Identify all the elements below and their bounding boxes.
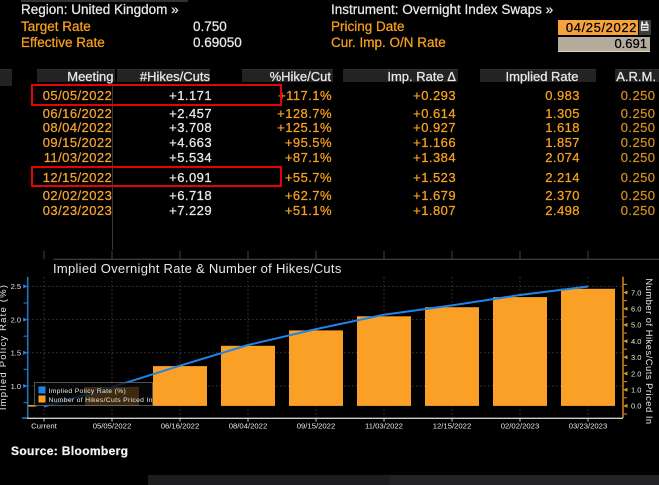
- svg-text:7.0: 7.0: [631, 288, 641, 297]
- svg-text:1.0: 1.0: [11, 382, 21, 391]
- svg-text:2.0: 2.0: [631, 369, 641, 378]
- svg-text:Implied Policy Rate (%): Implied Policy Rate (%): [0, 284, 9, 410]
- svg-text:3.0: 3.0: [631, 353, 641, 362]
- svg-text:Implied Policy Rate (%): Implied Policy Rate (%): [49, 388, 127, 395]
- svg-text:08/04/2022: 08/04/2022: [229, 422, 267, 431]
- svg-text:Number of Hikes/Cuts Priced In: Number of Hikes/Cuts Priced In: [49, 397, 153, 404]
- svg-text:12/15/2022: 12/15/2022: [433, 422, 471, 431]
- svg-text:1.0: 1.0: [631, 386, 641, 395]
- svg-text:6.0: 6.0: [631, 305, 641, 314]
- svg-text:03/23/2023: 03/23/2023: [569, 422, 607, 431]
- svg-text:11/03/2022: 11/03/2022: [365, 422, 403, 431]
- svg-text:Current: Current: [31, 422, 57, 431]
- svg-text:05/05/2022: 05/05/2022: [93, 422, 131, 431]
- svg-text:02/02/2023: 02/02/2023: [501, 422, 539, 431]
- svg-text:4.0: 4.0: [631, 337, 641, 346]
- svg-text:2.5: 2.5: [11, 282, 21, 291]
- svg-text:1.5: 1.5: [11, 349, 21, 358]
- svg-text:2.0: 2.0: [11, 315, 21, 324]
- svg-text:Implied Overnight Rate & Numbe: Implied Overnight Rate & Number of Hikes…: [53, 261, 342, 276]
- svg-text:0.0: 0.0: [631, 402, 641, 411]
- svg-text:5.0: 5.0: [631, 321, 641, 330]
- svg-text:06/16/2022: 06/16/2022: [161, 422, 199, 431]
- svg-text:09/15/2022: 09/15/2022: [297, 422, 335, 431]
- svg-text:Number of Hikes/Cuts Priced In: Number of Hikes/Cuts Priced In: [644, 278, 655, 424]
